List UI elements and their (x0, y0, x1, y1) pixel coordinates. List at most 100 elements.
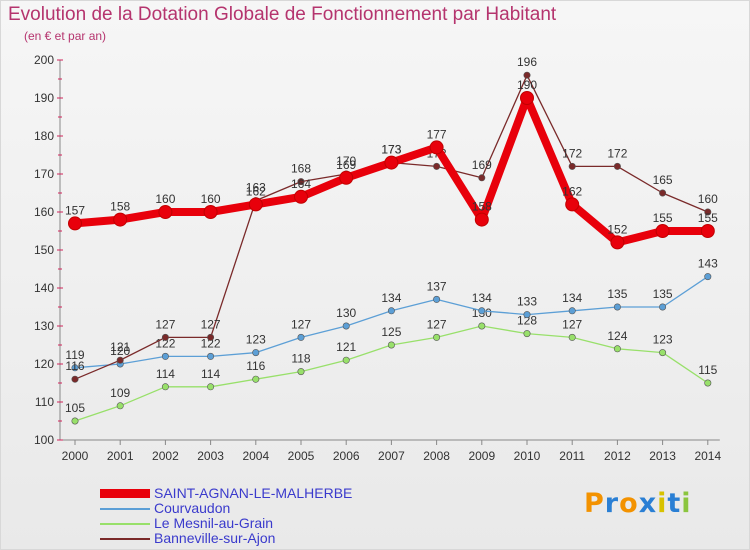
data-label: 127 (427, 317, 447, 331)
data-point (478, 174, 486, 182)
data-label: 162 (562, 184, 582, 198)
y-tick-label: 140 (34, 281, 54, 295)
data-label: 196 (517, 55, 537, 69)
legend-label: Le Mesnil-au-Grain (154, 515, 274, 531)
data-point (655, 224, 670, 238)
x-tick-label: 2014 (694, 449, 721, 463)
data-point (248, 197, 263, 212)
data-label: 173 (381, 143, 401, 157)
data-point (207, 333, 215, 341)
data-point (203, 205, 218, 219)
data-point (342, 322, 350, 330)
data-label: 173 (381, 143, 401, 157)
data-label: 163 (246, 181, 266, 195)
x-tick-label: 2004 (242, 449, 269, 463)
data-label: 130 (336, 306, 356, 320)
data-point (68, 216, 82, 231)
data-label: 127 (562, 317, 582, 331)
data-label: 137 (427, 279, 447, 293)
data-point (565, 197, 580, 212)
data-label: 114 (201, 367, 220, 381)
data-point (433, 162, 441, 170)
x-tick-label: 2013 (649, 449, 676, 463)
data-point (294, 189, 308, 204)
data-point (568, 333, 576, 341)
data-label: 160 (155, 192, 175, 206)
data-point (433, 333, 441, 341)
data-point (520, 91, 534, 105)
data-point (613, 345, 621, 353)
chart-title: Evolution de la Dotation Globale de Fonc… (8, 4, 557, 25)
data-label: 152 (607, 222, 627, 236)
proxiti-logo: Proxiti (584, 488, 692, 519)
x-tick-label: 2008 (423, 449, 450, 463)
data-label: 158 (110, 200, 130, 214)
data-point (568, 162, 576, 170)
data-point (158, 205, 173, 219)
data-point (429, 140, 444, 155)
x-tick-label: 2010 (514, 449, 541, 463)
series-banneville-sur-ajon: 1161211271271631681701731721691961721721… (65, 55, 718, 383)
chart-subtitle: (en € et par an) (24, 29, 107, 43)
data-point (387, 307, 395, 315)
logo-letter: i (657, 488, 668, 519)
data-point (659, 189, 667, 197)
data-point (387, 341, 395, 349)
data-label: 114 (156, 367, 175, 381)
data-point (207, 352, 215, 360)
data-point (384, 155, 399, 170)
x-tick-label: 2005 (288, 449, 315, 463)
data-label: 165 (653, 173, 673, 187)
data-point (478, 307, 486, 315)
data-label: 118 (291, 352, 310, 366)
data-label: 172 (562, 146, 582, 160)
data-point (568, 307, 576, 315)
logo-letter: x (638, 488, 658, 519)
logo-letter: r (604, 488, 620, 519)
data-label: 121 (110, 340, 130, 354)
series-line (71, 94, 712, 247)
data-point (161, 352, 169, 360)
data-point (116, 356, 124, 364)
y-tick-label: 120 (34, 357, 54, 371)
logo-letter: o (619, 488, 639, 519)
data-point (116, 402, 124, 410)
data-point (700, 224, 715, 238)
data-label: 127 (155, 317, 175, 331)
data-point (474, 212, 489, 227)
data-point (523, 330, 531, 338)
legend-label: Courvaudon (154, 500, 231, 516)
data-label: 125 (381, 325, 401, 339)
data-point (71, 364, 79, 372)
data-label: 116 (246, 359, 265, 373)
data-point (161, 383, 169, 391)
data-point (297, 178, 305, 186)
data-label: 158 (472, 200, 492, 214)
y-tick-label: 190 (34, 91, 54, 105)
data-point (704, 379, 712, 387)
data-label: 169 (472, 158, 492, 172)
data-label: 122 (201, 336, 221, 350)
data-point (613, 303, 621, 311)
data-point (71, 375, 79, 383)
x-tick-label: 2007 (378, 449, 405, 463)
data-label: 135 (607, 287, 627, 301)
data-label: 134 (562, 291, 582, 305)
x-tick-label: 2003 (197, 449, 224, 463)
data-label: 160 (201, 192, 221, 206)
data-point (207, 383, 215, 391)
data-label: 123 (653, 333, 673, 347)
x-tick-label: 2011 (559, 449, 585, 463)
data-label: 123 (246, 333, 266, 347)
data-point (252, 349, 260, 357)
logo-letter: t (667, 488, 682, 519)
data-label: 160 (698, 192, 718, 206)
data-label: 119 (65, 348, 84, 362)
data-label: 164 (291, 177, 311, 191)
data-point (342, 356, 350, 364)
data-point (161, 333, 169, 341)
data-point (433, 295, 441, 303)
data-label: 115 (698, 363, 717, 377)
x-tick-label: 2006 (333, 449, 360, 463)
